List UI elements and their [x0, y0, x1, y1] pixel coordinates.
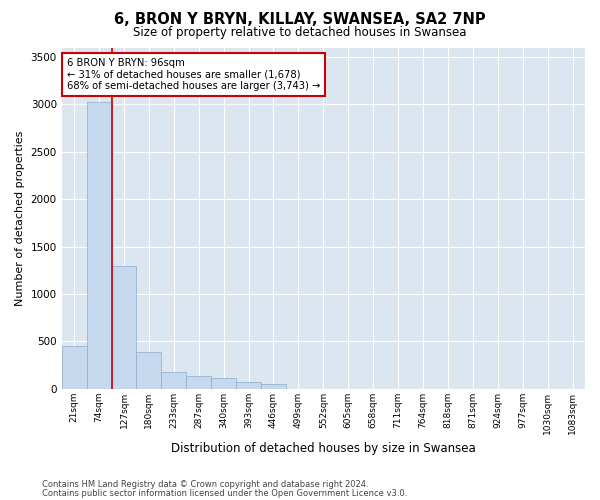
Bar: [261, 384, 286, 389]
Text: 6 BRON Y BRYN: 96sqm
← 31% of detached houses are smaller (1,678)
68% of semi-de: 6 BRON Y BRYN: 96sqm ← 31% of detached h…: [67, 58, 320, 91]
Bar: [186, 376, 211, 389]
Bar: [62, 346, 86, 389]
Bar: [136, 352, 161, 389]
Text: Size of property relative to detached houses in Swansea: Size of property relative to detached ho…: [133, 26, 467, 39]
X-axis label: Distribution of detached houses by size in Swansea: Distribution of detached houses by size …: [171, 442, 476, 455]
Text: 6, BRON Y BRYN, KILLAY, SWANSEA, SA2 7NP: 6, BRON Y BRYN, KILLAY, SWANSEA, SA2 7NP: [114, 12, 486, 28]
Bar: [86, 102, 112, 389]
Text: Contains public sector information licensed under the Open Government Licence v3: Contains public sector information licen…: [42, 488, 407, 498]
Bar: [236, 382, 261, 389]
Y-axis label: Number of detached properties: Number of detached properties: [15, 130, 25, 306]
Bar: [112, 266, 136, 389]
Bar: [211, 378, 236, 389]
Bar: [161, 372, 186, 389]
Text: Contains HM Land Registry data © Crown copyright and database right 2024.: Contains HM Land Registry data © Crown c…: [42, 480, 368, 489]
